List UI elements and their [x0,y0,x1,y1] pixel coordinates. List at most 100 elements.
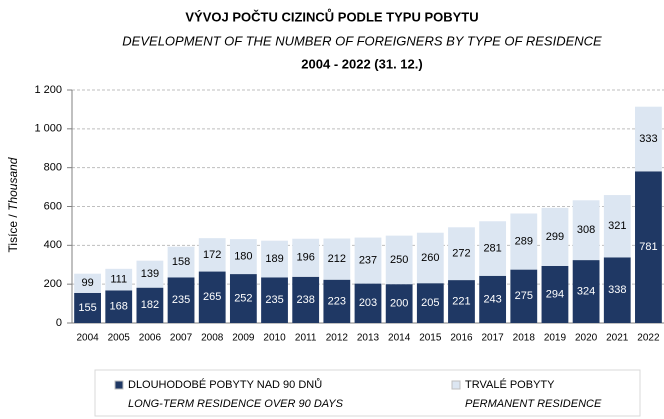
bar-segment [572,200,600,261]
data-label: 168 [110,301,128,313]
data-label: 275 [515,290,533,302]
bar-segment [292,276,320,323]
x-tick-label: 2009 [232,333,255,344]
bar-segment [136,260,164,288]
data-label: 155 [78,302,96,314]
data-label: 281 [483,242,501,254]
data-label: 324 [577,285,595,297]
bar-segment [74,273,101,293]
bar-segment [635,106,662,172]
chart-title: VÝVOJ POČTU CIZINCŮ PODLE TYPU POBYTU [185,8,478,24]
data-label: 235 [265,294,283,306]
bar-segment [354,237,382,284]
y-axis-label-cz: Tisíce / [6,214,20,253]
bar-segment [229,274,257,323]
data-label: 111 [110,274,127,286]
x-tick-label: 2018 [513,333,536,344]
bar-segment [323,279,351,323]
bar-segment [541,265,569,323]
data-label: 196 [297,252,315,264]
bar-segment [572,260,600,323]
x-tick-label: 2008 [201,333,224,344]
bar-segment [416,232,444,284]
bar-segment [261,277,288,323]
data-label: 180 [234,251,252,263]
x-tick-label: 2016 [450,333,473,344]
y-tick-label: 1 000 [34,123,62,135]
data-label: 252 [234,292,252,304]
bar-segment [603,195,631,258]
bar-segment [74,292,101,323]
x-tick-label: 2013 [357,333,380,344]
data-label: 243 [483,293,501,305]
x-tick-label: 2007 [170,333,193,344]
legend-label-en: LONG-TERM RESIDENCE OVER 90 DAYS [128,398,344,410]
data-label: 182 [141,299,159,311]
bar-segment [385,284,413,323]
bar-segment [448,227,475,281]
bar-segment [105,290,133,323]
y-axis-label-en: Thousand [6,157,20,211]
bar-segment [105,268,133,291]
y-tick-label: 1 200 [34,84,62,96]
data-label: 172 [203,249,221,261]
bar-segment [603,257,631,323]
y-tick-label: 600 [44,200,62,212]
x-tick-label: 2017 [482,333,505,344]
bar-segment [261,240,288,278]
y-tick-label: 0 [56,317,62,329]
x-tick-label: 2022 [637,333,660,344]
data-label: 238 [297,294,315,306]
x-tick-label: 2006 [139,333,162,344]
bar-segment [385,235,413,285]
data-label: 189 [265,253,283,265]
data-label: 158 [172,256,190,268]
bar-segment [292,238,320,277]
data-label: 289 [515,235,533,247]
data-label: 237 [359,254,377,266]
bar-segment [167,277,195,323]
bar-segment [198,238,226,272]
data-label: 338 [608,284,626,296]
chart-subtitle: DEVELOPMENT OF THE NUMBER OF FOREIGNERS … [122,33,602,48]
y-tick-label: 800 [44,162,62,174]
y-tick-label: 400 [44,239,62,251]
bar-segment [479,275,507,323]
bar-segment [510,269,538,323]
x-tick-label: 2011 [295,333,317,344]
bar-segment [510,213,538,270]
x-tick-label: 2015 [419,333,442,344]
data-label: 205 [421,297,439,309]
legend-swatch [114,380,124,390]
x-tick-label: 2020 [575,333,598,344]
data-label: 781 [639,241,657,253]
bar-segment [229,239,257,275]
bar-segment [635,171,662,323]
data-label: 333 [639,133,657,145]
legend-label: DLOUHODOBÉ POBYTY NAD 90 DNŮ [128,378,322,391]
bar-segment [416,283,444,323]
data-label: 223 [328,295,346,307]
data-label: 308 [577,224,595,236]
x-tick-label: 2005 [108,333,131,344]
data-label: 221 [452,295,470,307]
bar-segment [167,246,195,278]
x-tick-label: 2021 [606,333,629,344]
legend-label-en: PERMANENT RESIDENCE [465,398,602,410]
legend-swatch [451,380,461,390]
x-tick-label: 2014 [388,333,411,344]
data-label: 99 [81,277,93,289]
bar-segment [198,271,226,323]
data-label: 139 [141,268,159,280]
x-tick-label: 2019 [544,333,567,344]
bar-segment [448,280,475,323]
y-tick-label: 200 [44,278,62,290]
bar-segment [354,283,382,323]
data-label: 212 [328,253,346,265]
bar-segment [541,207,569,266]
data-label: 299 [546,231,564,243]
chart-period: 2004 - 2022 (31. 12.) [301,56,422,71]
data-label: 200 [390,297,408,309]
data-label: 265 [203,291,221,303]
